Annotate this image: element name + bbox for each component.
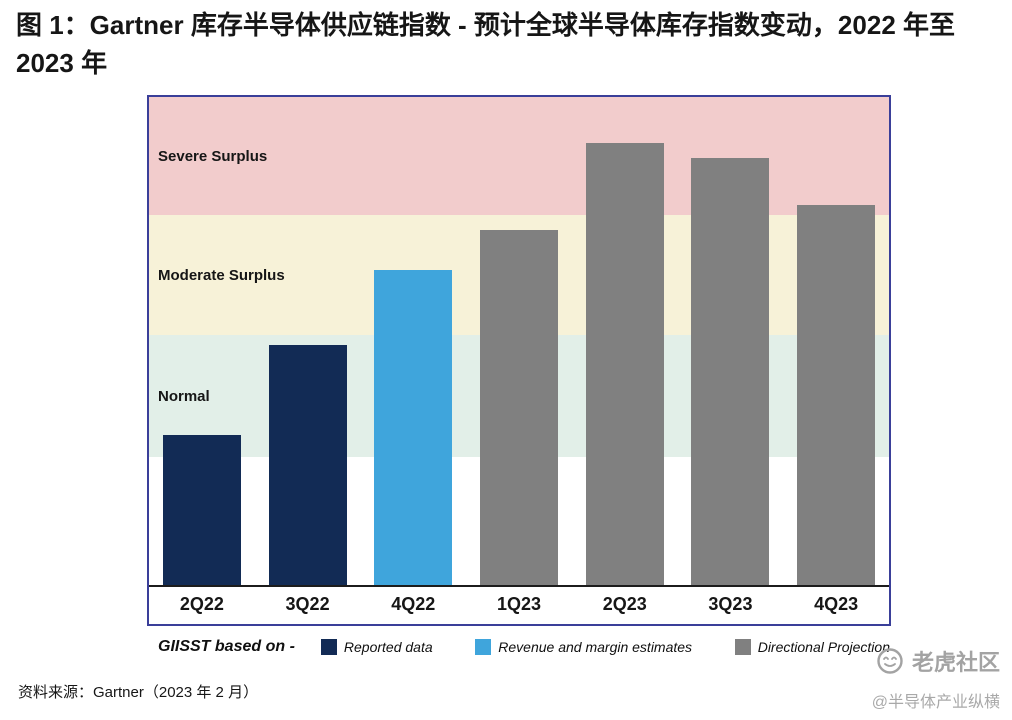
x-axis-label-3q22: 3Q22 [285, 594, 330, 614]
x-axis-label-2q22: 2Q22 [179, 594, 224, 614]
legend-item: Reported data [320, 639, 433, 655]
legend-label: Directional Projection [757, 639, 890, 655]
bar-2q22 [162, 435, 241, 585]
bar-slot [466, 97, 572, 585]
band-label: Normal [158, 387, 210, 405]
x-axis-labels: 2Q22 3Q22 4Q22 1Q23 2Q23 3Q23 4Q23 [149, 594, 889, 615]
x-axis-label-4q23: 4Q23 [814, 594, 859, 614]
band-label: Moderate Surplus [158, 266, 285, 284]
legend-title: GIISST based on - [158, 638, 295, 655]
x-axis-label-1q23: 1Q23 [496, 594, 542, 614]
tiger-logo-icon [876, 647, 904, 675]
bar-4q23 [797, 204, 876, 585]
bar-slot [360, 97, 466, 585]
chart-frame: Severe Surplus Moderate Surplus Normal 2Q2… [147, 95, 891, 626]
bar-slot [572, 97, 678, 585]
watermark-handle: @半导体产业纵横 [871, 694, 1000, 711]
bar-3q22 [268, 344, 347, 585]
bar-3q23 [691, 158, 770, 585]
legend-swatch [475, 639, 492, 655]
legend-items: Reported data Revenue and margin estimate… [320, 639, 890, 655]
figure-title: 图 1：Gartner 库存半导体供应链指数 - 预计全球半导体库存指数变动，2… [16, 10, 955, 78]
watermark-brand: 老虎社区 [876, 645, 1000, 677]
bar-2q23 [585, 142, 664, 585]
band-label: Severe Surplus [158, 147, 268, 165]
legend-swatch [320, 639, 337, 655]
bar-1q23 [480, 230, 559, 585]
legend-item: Revenue and margin estimates [475, 639, 692, 655]
watermark-brand-text: 老虎社区 [911, 650, 1000, 675]
x-axis-label-4q22: 4Q22 [391, 594, 436, 614]
legend-item: Directional Projection [734, 639, 890, 655]
legend-label: Reported data [343, 639, 433, 655]
chart-legend: GIISST based on - Reported data Revenue a… [158, 638, 890, 656]
legend-label: Revenue and margin estimates [498, 639, 693, 655]
bar-4q22 [374, 270, 453, 585]
bar-slot [678, 97, 784, 585]
source-note: 资料来源：Gartner（2023 年 2 月） [18, 684, 259, 701]
legend-swatch [734, 639, 751, 655]
bar-series [149, 97, 889, 585]
bar-slot [149, 97, 255, 585]
x-axis-label-2q23: 2Q23 [602, 594, 647, 614]
x-axis-line [149, 585, 889, 587]
x-axis-label-3q23: 3Q23 [708, 594, 753, 614]
plot-area: Severe Surplus Moderate Surplus Normal [149, 97, 889, 585]
bar-slot [255, 97, 361, 585]
bar-slot [783, 97, 889, 585]
